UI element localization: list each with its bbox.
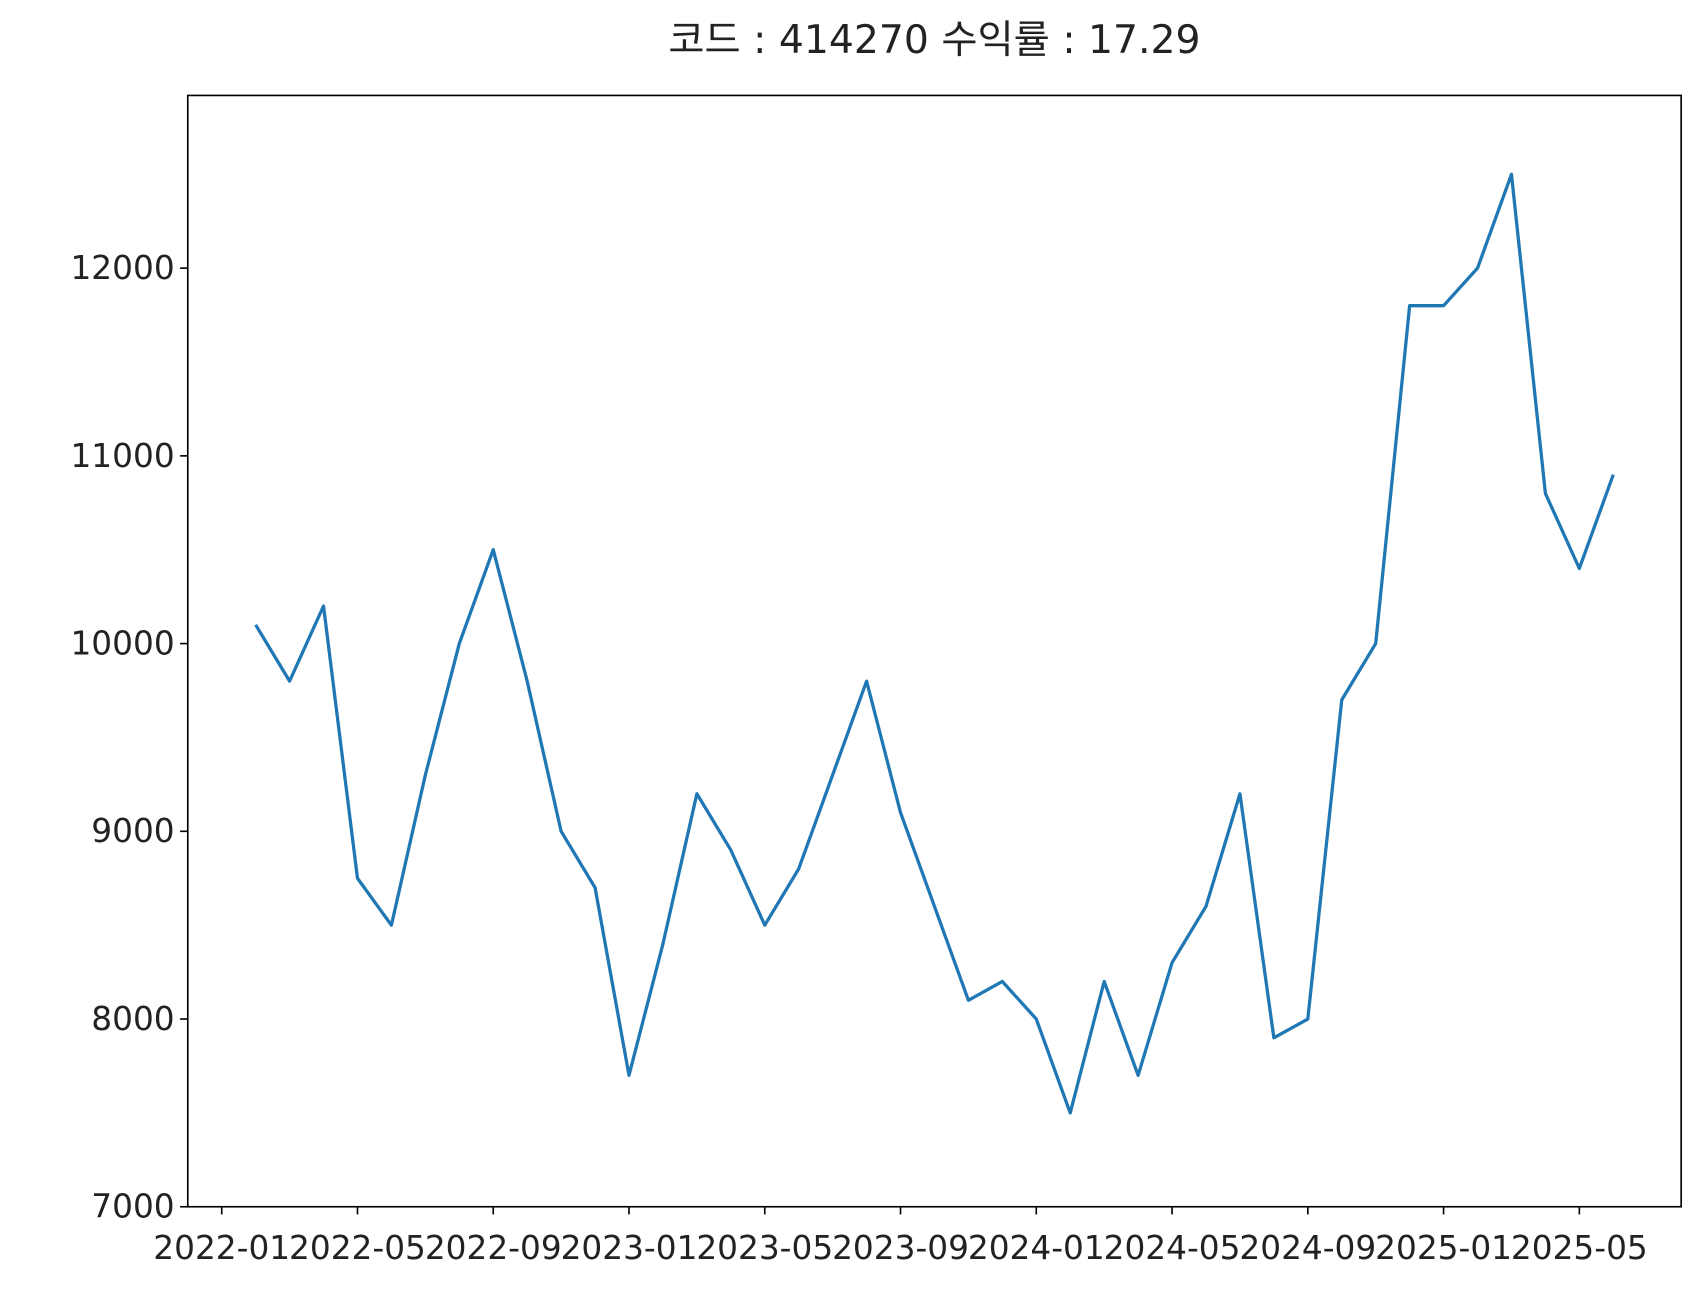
x-tick-label: 2023-05 [696, 1229, 833, 1267]
x-tick-label: 2024-05 [1104, 1229, 1241, 1267]
x-tick-label: 2024-09 [1239, 1229, 1376, 1267]
x-tick-label: 2025-05 [1511, 1229, 1648, 1267]
x-tick-label: 2024-01 [968, 1229, 1105, 1267]
x-tick-label: 2022-01 [153, 1229, 290, 1267]
chart-title: 코드 : 414270 수익률 : 17.29 [668, 18, 1200, 63]
y-tick-label: 7000 [91, 1188, 174, 1226]
plot-frame [186, 94, 1682, 1208]
price-line [254, 172, 1615, 1115]
y-tick-label: 8000 [91, 1000, 174, 1038]
y-tick-label: 9000 [91, 812, 174, 850]
x-tick-label: 2022-05 [289, 1229, 426, 1267]
x-tick-label: 2023-09 [832, 1229, 969, 1267]
y-tick-label: 10000 [70, 624, 174, 662]
y-tick-label: 12000 [70, 249, 174, 287]
x-tick-label: 2023-01 [561, 1229, 698, 1267]
x-tick-label: 2025-01 [1375, 1229, 1512, 1267]
y-tick-label: 11000 [70, 437, 174, 475]
x-tick-label: 2022-09 [425, 1229, 562, 1267]
